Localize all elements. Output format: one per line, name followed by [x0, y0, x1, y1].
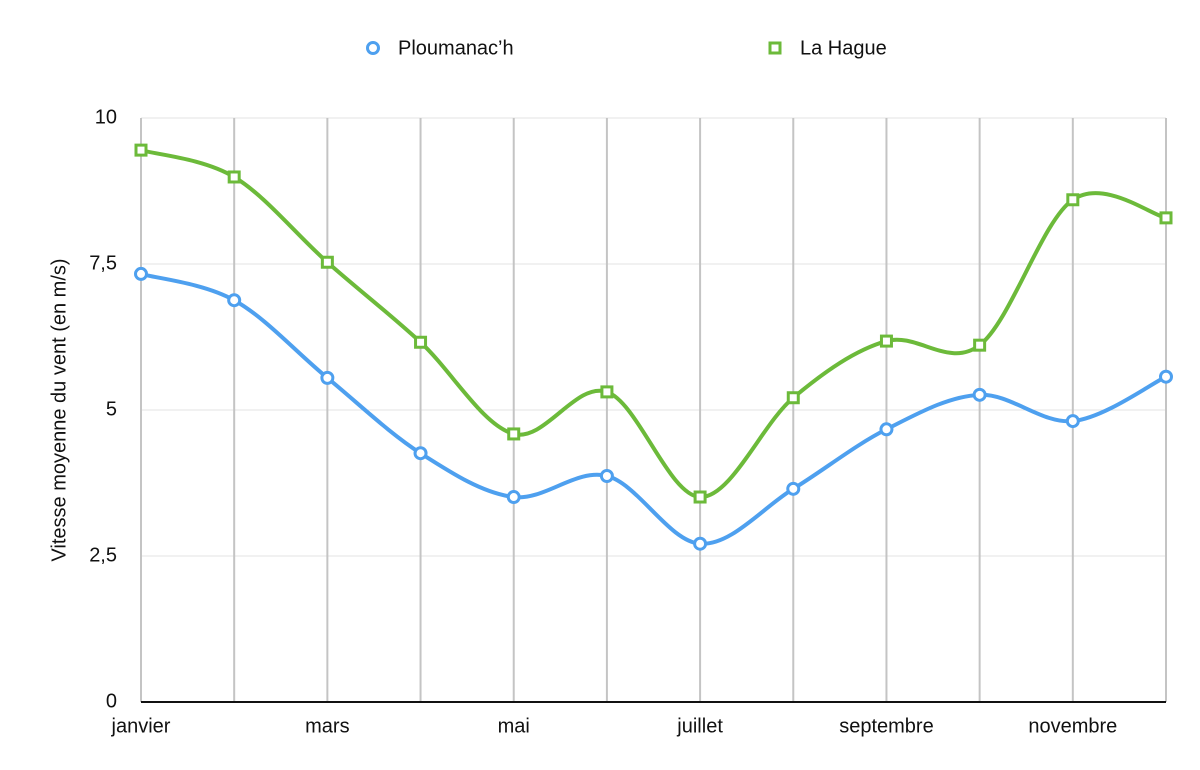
marker	[320, 370, 335, 385]
marker	[134, 143, 148, 157]
x-tick-label: mars	[305, 715, 349, 737]
x-tick-label: novembre	[1028, 715, 1117, 737]
legend-label: Ploumanac’h	[398, 37, 514, 59]
y-tick-label: 5	[106, 398, 117, 420]
marker	[507, 427, 521, 441]
series-line	[140, 271, 1167, 546]
marker	[600, 385, 614, 399]
series-line	[140, 148, 1167, 500]
y-tick-label: 7,5	[89, 252, 117, 274]
marker	[973, 338, 987, 352]
marker	[1159, 369, 1173, 384]
marker	[1066, 193, 1080, 207]
marker	[786, 391, 800, 405]
y-axis-label: Vitesse moyenne du vent (en m/s)	[48, 258, 70, 561]
marker	[506, 490, 521, 505]
y-tick-label: 0	[106, 690, 117, 712]
marker	[320, 255, 334, 269]
marker	[879, 422, 894, 437]
marker	[879, 334, 893, 348]
x-tick-label: janvier	[111, 715, 171, 737]
marker	[599, 468, 614, 483]
marker	[227, 293, 242, 308]
marker	[413, 446, 428, 461]
legend-marker	[366, 41, 380, 55]
legend-marker	[768, 41, 782, 55]
x-tick-label: mai	[498, 715, 530, 737]
marker	[786, 481, 801, 496]
legend-label: La Hague	[800, 37, 887, 59]
x-tick-label: juillet	[676, 715, 723, 737]
marker	[972, 387, 987, 402]
marker	[227, 170, 241, 184]
x-tick-label: septembre	[839, 715, 934, 737]
marker	[693, 490, 707, 504]
marker	[134, 266, 148, 281]
y-tick-label: 10	[95, 106, 117, 128]
y-tick-label: 2,5	[89, 544, 117, 566]
marker	[414, 335, 428, 349]
marker	[1065, 414, 1080, 429]
marker	[693, 536, 708, 551]
marker	[1159, 211, 1173, 225]
